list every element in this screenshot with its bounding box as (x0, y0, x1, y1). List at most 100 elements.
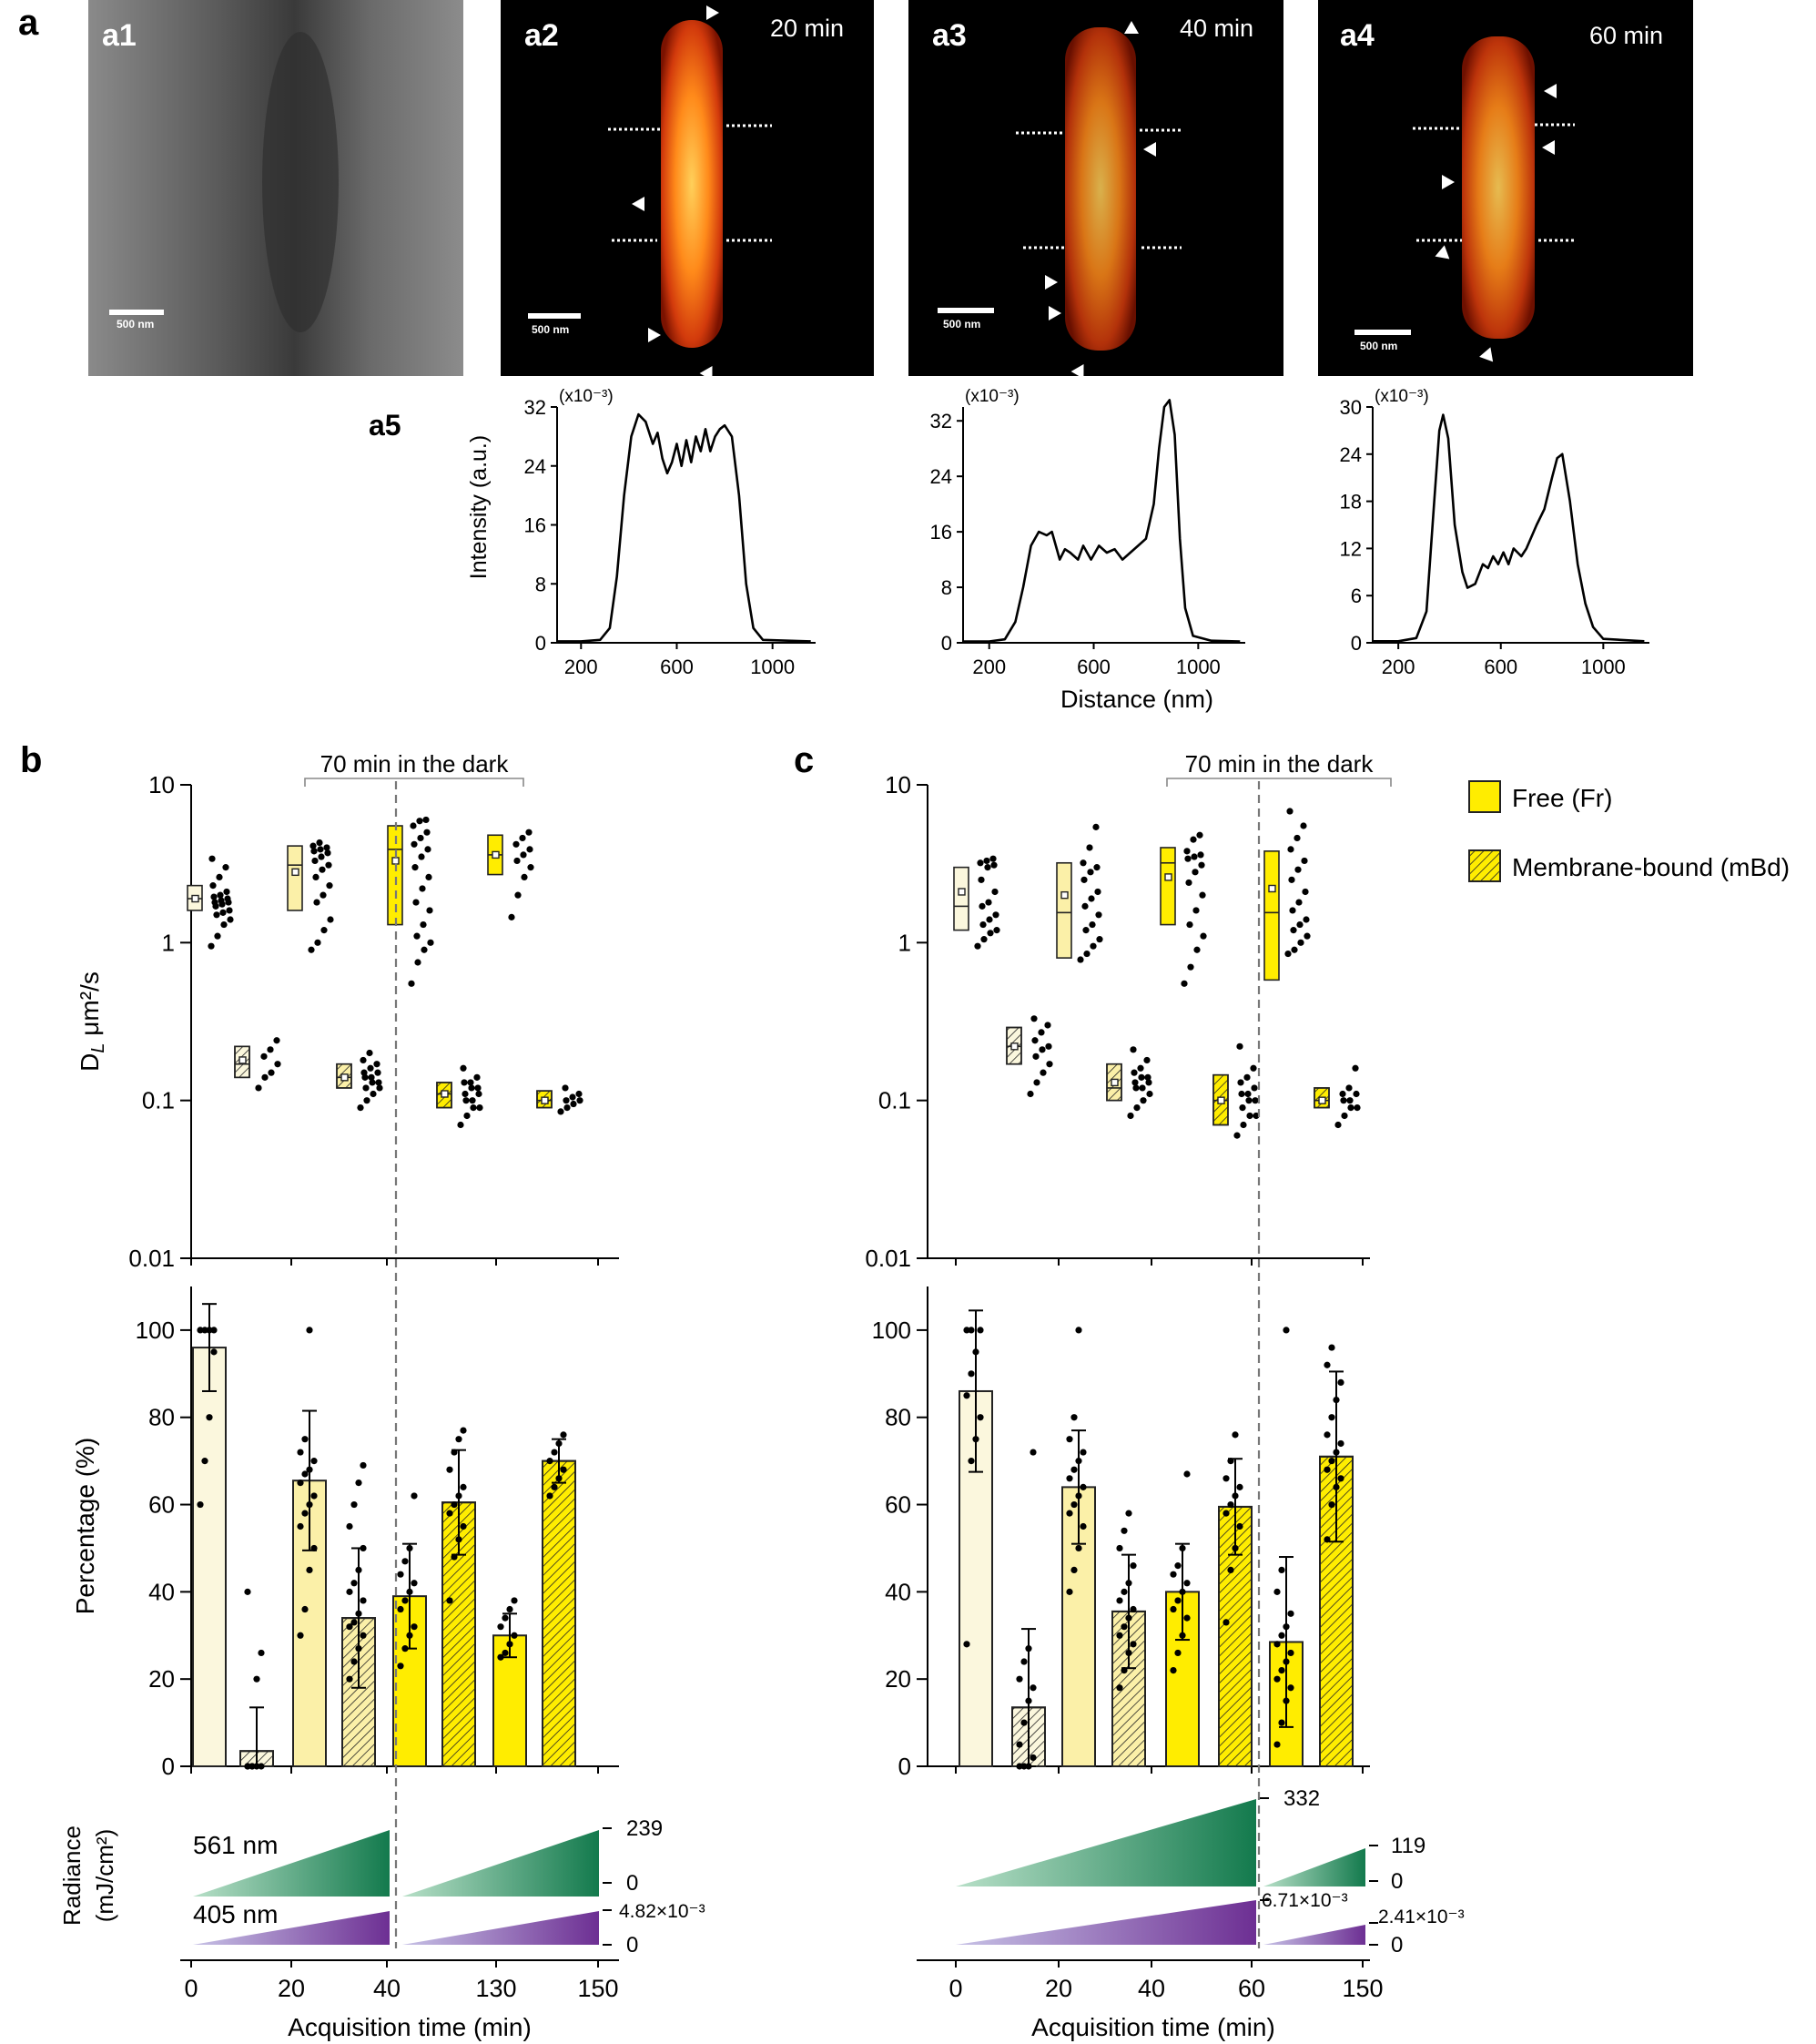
pct-point (451, 1553, 458, 1561)
dl-mean-marker (291, 868, 299, 877)
pct-point (244, 1763, 251, 1770)
pct-point (401, 1597, 409, 1604)
dl-point (368, 1073, 375, 1081)
pct-point (1337, 1439, 1344, 1448)
dl-point (1185, 879, 1192, 887)
pct-point (350, 1658, 358, 1665)
dl-point (1239, 1103, 1246, 1112)
pct-point (197, 1500, 204, 1509)
dl-point (1031, 1037, 1039, 1044)
dl-point (1080, 859, 1087, 867)
pct-point (206, 1327, 213, 1334)
dl-group-5 (1160, 831, 1207, 987)
pct-point (360, 1544, 367, 1552)
pct-point (1170, 1571, 1177, 1578)
dl-point (1081, 902, 1089, 910)
pct-point (1324, 1361, 1331, 1368)
profile-y-tick-label: 24 (1340, 443, 1362, 466)
time-label-40: 40 min (1180, 15, 1253, 42)
pct-point (1130, 1605, 1137, 1613)
dl-point (520, 851, 527, 859)
dl-point (318, 853, 325, 860)
dark-annotation: 70 min in the dark (1185, 750, 1375, 778)
pct-point (355, 1566, 362, 1574)
dl-point (987, 930, 994, 937)
dl-point (521, 873, 528, 881)
dl-point (211, 899, 218, 906)
dl-point (313, 899, 320, 906)
pct-point (360, 1461, 367, 1469)
dl-point (310, 848, 318, 855)
x-tick-label: 0 (949, 1975, 962, 2002)
pct-point (201, 1458, 208, 1465)
pct-point (1070, 1566, 1078, 1574)
pct-point (1070, 1414, 1078, 1421)
pct-point (1278, 1632, 1285, 1639)
pct-point (1066, 1436, 1073, 1443)
pct-point (968, 1327, 975, 1334)
pct-y-tick-label: 60 (885, 1491, 911, 1519)
pct-point (1287, 1684, 1294, 1692)
dl-point (426, 907, 433, 914)
dl-point (255, 1084, 262, 1092)
micrograph-a3: a3 40 min 500 nm (908, 0, 1283, 380)
dl-point (474, 1084, 482, 1092)
profile-y-tick-label: 24 (524, 455, 546, 478)
pct-point (1020, 1658, 1028, 1665)
dl-point (412, 899, 420, 906)
dl-point (508, 913, 515, 920)
dl-box (287, 845, 303, 911)
dl-point (1130, 1046, 1137, 1053)
dl-point (469, 1097, 476, 1104)
pct-y-tick-label: 80 (148, 1404, 175, 1431)
pct-point (455, 1436, 462, 1443)
pct-point (1223, 1619, 1230, 1626)
pct-point (1125, 1510, 1132, 1517)
dl-point (1140, 1097, 1147, 1104)
dl-point (1199, 891, 1206, 899)
pct-point (551, 1483, 558, 1490)
purple-ramp-2 (1263, 1925, 1365, 1945)
dl-point (992, 911, 999, 919)
dl-chart: 10 1 0.1 0.01 (865, 771, 1370, 1272)
pct-point (1183, 1614, 1191, 1622)
dl-point (1096, 936, 1103, 943)
dl-point (1334, 1121, 1342, 1129)
dl-point (475, 1090, 482, 1098)
pct-point (972, 1436, 979, 1443)
dl-point (977, 859, 984, 867)
percentage-chart: 0 20 40 60 80 100 (872, 1286, 1370, 1780)
panel-label-a: a (18, 3, 39, 43)
pct-point (397, 1571, 404, 1578)
dl-group-8 (1314, 1064, 1361, 1129)
pct-group-8 (542, 1431, 576, 1767)
profile-x-tick-label: 600 (660, 656, 694, 678)
profile-y-tick-label: 12 (1340, 537, 1362, 560)
pct-y-tick-label: 0 (898, 1753, 911, 1780)
profile-y-tick-label: 6 (1351, 585, 1362, 607)
pct-point (253, 1763, 260, 1770)
dl-point (1086, 844, 1093, 851)
pct-point (244, 1588, 251, 1595)
pct-point (555, 1439, 563, 1448)
profile-y-tick-label: 16 (930, 521, 952, 544)
pct-point (1080, 1449, 1087, 1456)
dl-point (323, 844, 330, 851)
dl-point (1082, 927, 1090, 934)
dl-point (418, 853, 425, 860)
pct-bar (192, 1347, 227, 1768)
profile-y-tick-label: 18 (1340, 491, 1362, 514)
pct-point (1080, 1522, 1087, 1530)
pct-group-2 (1011, 1449, 1046, 1770)
dl-point (1237, 1079, 1244, 1086)
pct-point (1025, 1763, 1032, 1770)
legend-mbd-label: Membrane-bound (mBd) (1512, 853, 1790, 881)
dl-point (1345, 1084, 1353, 1092)
dl-mean-marker (1111, 1078, 1119, 1087)
dl-group-1 (953, 855, 1000, 950)
pct-point (306, 1566, 313, 1574)
dl-point (1094, 888, 1101, 896)
pct-point (1075, 1327, 1082, 1334)
dl-y-tick-label: 1 (898, 929, 911, 956)
